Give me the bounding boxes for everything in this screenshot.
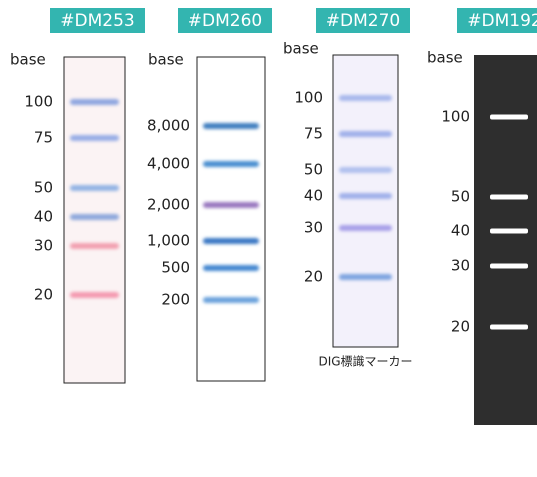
size-label: 30 — [34, 237, 53, 255]
tag-label: #DM192 — [467, 11, 537, 31]
base-label: base — [283, 40, 319, 58]
base-label: base — [10, 51, 46, 69]
gel — [332, 54, 399, 348]
size-label: 500 — [161, 259, 190, 277]
tag-box — [178, 8, 272, 33]
band — [490, 194, 528, 200]
band — [70, 135, 119, 141]
size-label: 100 — [24, 93, 53, 111]
size-label: 8,000 — [147, 117, 190, 135]
size-label: 1,000 — [147, 232, 190, 250]
band — [203, 297, 259, 303]
size-label: 75 — [34, 129, 53, 147]
band — [203, 123, 259, 129]
size-label: 20 — [304, 268, 323, 286]
band — [203, 265, 259, 271]
size-label: 4,000 — [147, 155, 190, 173]
size-label: 50 — [451, 188, 470, 206]
band — [339, 193, 392, 199]
band — [339, 274, 392, 280]
gel — [196, 56, 266, 382]
tag-box — [457, 8, 537, 33]
band — [339, 131, 392, 137]
tag-label: #DM253 — [60, 11, 134, 31]
band — [70, 99, 119, 105]
size-label: 20 — [34, 286, 53, 304]
size-label: 200 — [161, 291, 190, 309]
band — [490, 114, 528, 120]
base-label: base — [427, 49, 463, 67]
size-label: 100 — [294, 89, 323, 107]
band — [70, 185, 119, 191]
base-label: base — [148, 51, 184, 69]
size-label: 40 — [304, 187, 323, 205]
band — [339, 167, 392, 173]
size-label: 20 — [451, 318, 470, 336]
band — [203, 161, 259, 167]
size-label: 100 — [441, 108, 470, 126]
band — [70, 243, 119, 249]
size-label: 75 — [304, 125, 323, 143]
band — [70, 214, 119, 220]
tag-box — [316, 8, 410, 33]
size-label: 40 — [34, 208, 53, 226]
tag-label: #DM270 — [326, 11, 400, 31]
band — [339, 95, 392, 101]
band — [203, 238, 259, 244]
band — [339, 225, 392, 231]
size-label: 50 — [34, 179, 53, 197]
tag-box — [50, 8, 145, 33]
band — [203, 202, 259, 208]
band — [70, 292, 119, 298]
band — [490, 228, 528, 234]
tag-label: #DM260 — [188, 11, 262, 31]
size-label: 50 — [304, 161, 323, 179]
gel — [474, 55, 537, 425]
band — [490, 263, 528, 269]
size-label: 40 — [451, 222, 470, 240]
size-label: 30 — [451, 257, 470, 275]
size-label: 30 — [304, 219, 323, 237]
caption: DIG標識マーカー — [318, 355, 412, 369]
size-label: 2,000 — [147, 196, 190, 214]
band — [490, 324, 528, 330]
